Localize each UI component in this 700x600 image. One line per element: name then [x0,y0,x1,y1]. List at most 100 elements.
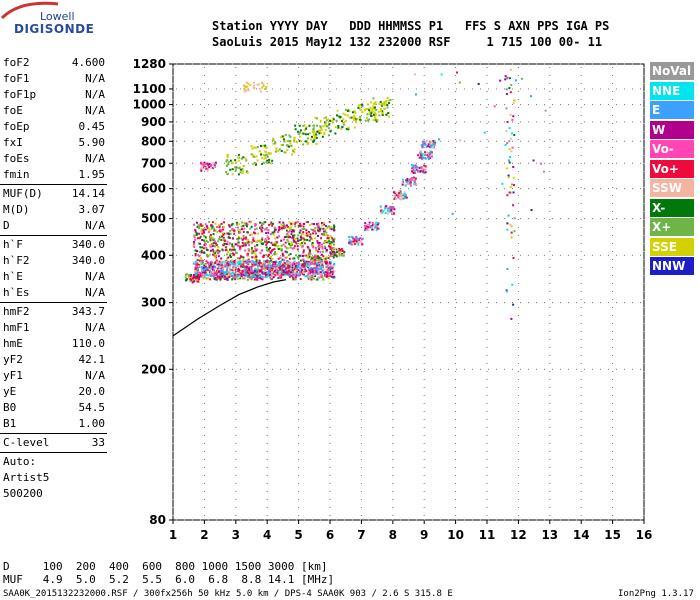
grid-dot [329,259,331,260]
x-tick-label: 2 [200,528,208,542]
echo-point [413,180,416,183]
echo-point [279,265,282,268]
grid-dot [224,254,225,256]
echo-point [331,246,334,249]
echo-point [289,222,292,225]
grid-dot [456,368,457,370]
echo-point [347,126,350,129]
echo-point [288,261,291,264]
echo-point [316,241,319,244]
x-tick-label: 9 [420,528,428,542]
echo-point [257,267,260,270]
echo-point [184,273,187,276]
grid-dot [298,443,300,444]
grid-dot [392,339,394,340]
echo-point [261,238,264,241]
echo-point [273,253,276,256]
echo-point [255,270,258,273]
grid-dot [329,459,331,460]
grid-dot [455,251,457,252]
grid-dot [580,459,582,460]
echo-point [261,271,264,274]
echo-point [200,251,203,254]
echo-point [298,139,301,142]
echo-point [321,243,324,246]
grid-dot [224,188,225,190]
echo-point [303,260,306,263]
echo-point [248,267,251,270]
grid-dot [203,331,205,332]
echo-point [394,190,397,193]
echo-point [370,115,373,118]
echo-point [242,230,245,233]
echo-point [291,257,294,260]
grid-dot [266,67,268,68]
grid-dot [624,188,625,190]
echo-point [200,224,203,227]
echo-point [264,266,267,269]
echo-point [388,102,391,105]
grid-dot [416,140,417,142]
grid-dot [203,283,205,284]
echo-point [210,242,213,245]
grid-dot [549,107,551,108]
echo-point [200,161,203,164]
param-row: B1 1.00 [0,416,110,432]
echo-point [209,260,212,263]
echo-point [226,159,229,162]
grid-dot [424,88,425,90]
echo-point [438,138,441,141]
echo-point [258,270,261,273]
echo-point [309,274,312,277]
grid-dot [264,519,265,521]
echo-point [226,278,229,281]
echo-point [250,261,253,264]
echo-point [259,227,262,230]
echo-point [189,280,192,283]
echo-point [195,260,198,263]
echo-point [272,264,275,267]
grid-dot [560,104,561,106]
grid-dot [272,88,273,90]
grid-dot [328,368,329,370]
echo-point [361,238,364,241]
echo-point [204,241,207,244]
echo-point [260,144,263,147]
echo-point [324,240,327,243]
echo-point [333,225,336,228]
legend-item: SSE [650,237,694,256]
echo-point [209,278,212,281]
grid-dot [172,115,174,116]
grid-dot [329,491,331,492]
grid-dot [235,403,237,404]
grid-dot [266,379,268,380]
echo-point [279,260,282,263]
echo-point [323,258,326,261]
echo-point [271,248,274,251]
grid-dot [517,299,519,300]
echo-point [217,240,220,243]
grid-dot [232,140,233,142]
echo-point [268,269,271,272]
echo-point [299,254,302,257]
grid-dot [328,140,329,142]
echo-point [282,263,285,266]
grid-dot [235,131,237,132]
echo-point [317,263,320,266]
grid-dot [580,139,582,140]
grid-dot [360,368,361,370]
echo-point [510,236,513,239]
echo-point [325,264,328,267]
echo-point [212,270,215,273]
grid-dot [329,451,331,452]
grid-dot [612,427,614,428]
echo-point [292,278,295,281]
grid-dot [329,347,331,348]
echo-point [357,104,360,107]
grid-dot [203,155,205,156]
echo-point [324,247,327,250]
grid-dot [200,121,201,123]
echo-point [313,260,316,263]
echo-point [244,157,247,160]
echo-point [286,149,289,152]
